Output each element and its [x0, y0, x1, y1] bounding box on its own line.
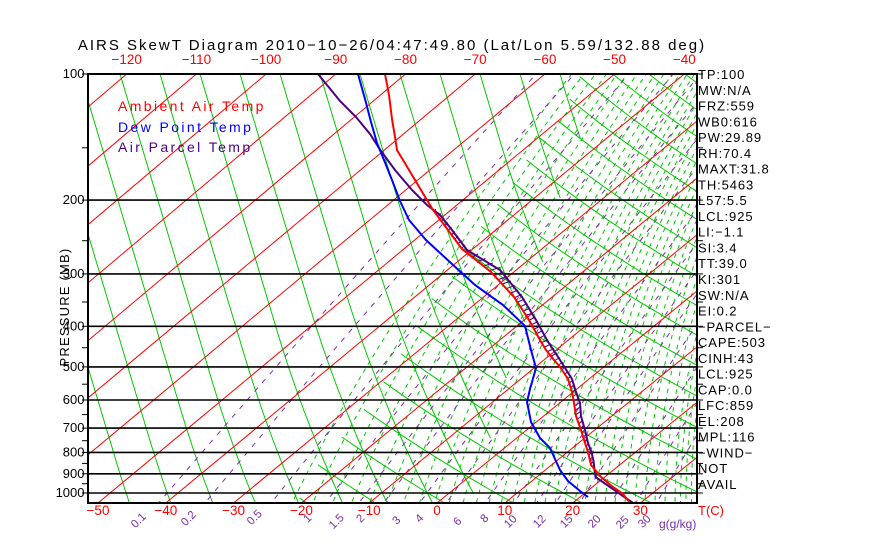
svg-text:400: 400 — [63, 318, 85, 333]
svg-text:TP:100: TP:100 — [698, 67, 745, 82]
svg-text:−PARCEL−: −PARCEL− — [698, 319, 771, 334]
svg-text:EI:0.2: EI:0.2 — [698, 304, 737, 319]
svg-text:CAPE:503: CAPE:503 — [698, 335, 766, 350]
svg-text:−110: −110 — [182, 52, 211, 67]
svg-text:900: 900 — [63, 466, 85, 481]
svg-text:−120: −120 — [111, 52, 141, 67]
svg-text:KI:301: KI:301 — [698, 272, 741, 287]
svg-text:−100: −100 — [251, 52, 281, 67]
svg-text:WB0:616: WB0:616 — [698, 114, 758, 129]
svg-text:PRESSURE (MB): PRESSURE (MB) — [57, 248, 72, 367]
svg-text:LFC:859: LFC:859 — [698, 398, 754, 413]
svg-text:−30: −30 — [222, 503, 245, 518]
svg-text:L57:5.5: L57:5.5 — [698, 193, 748, 208]
svg-text:AVAIL: AVAIL — [698, 477, 737, 492]
svg-text:500: 500 — [63, 359, 85, 374]
svg-text:MPL:116: MPL:116 — [698, 430, 755, 445]
svg-text:MAXT:31.8: MAXT:31.8 — [698, 162, 770, 177]
svg-text:PW:29.89: PW:29.89 — [698, 130, 762, 145]
svg-text:T(C): T(C) — [698, 503, 724, 518]
svg-text:−20: −20 — [290, 503, 313, 518]
svg-text:700: 700 — [63, 420, 85, 435]
svg-text:RH:70.4: RH:70.4 — [698, 146, 752, 161]
svg-text:−40: −40 — [154, 503, 177, 518]
svg-text:300: 300 — [63, 266, 85, 281]
svg-text:g(g/kg): g(g/kg) — [659, 517, 696, 531]
svg-text:−90: −90 — [324, 52, 347, 67]
svg-text:TT:39.0: TT:39.0 — [698, 256, 748, 271]
svg-text:−50: −50 — [87, 503, 110, 518]
svg-text:CINH:43: CINH:43 — [698, 351, 754, 366]
svg-text:SW:N/A: SW:N/A — [698, 288, 749, 303]
svg-text:−50: −50 — [603, 52, 626, 67]
svg-text:EL:208: EL:208 — [698, 414, 745, 429]
svg-text:−60: −60 — [533, 52, 556, 67]
svg-text:100: 100 — [63, 66, 85, 81]
svg-text:−10: −10 — [358, 503, 381, 518]
svg-text:10: 10 — [497, 503, 512, 518]
svg-text:Ambient Air Temp: Ambient Air Temp — [118, 98, 266, 114]
svg-text:CAP:0.0: CAP:0.0 — [698, 382, 753, 397]
svg-text:AIRS SkewT Diagram 2010−10−26/: AIRS SkewT Diagram 2010−10−26/04:47:49.8… — [78, 37, 706, 54]
svg-text:Dew Point Temp: Dew Point Temp — [118, 119, 253, 135]
svg-text:MW:N/A: MW:N/A — [698, 83, 752, 98]
svg-text:200: 200 — [63, 192, 85, 207]
svg-text:LCL:925: LCL:925 — [698, 367, 753, 382]
svg-text:LI:−1.1: LI:−1.1 — [698, 225, 744, 240]
svg-text:Air Parcel Temp: Air Parcel Temp — [118, 139, 253, 155]
svg-text:−70: −70 — [464, 52, 487, 67]
svg-text:FRZ:559: FRZ:559 — [698, 99, 755, 114]
svg-text:600: 600 — [63, 392, 85, 407]
svg-text:1000: 1000 — [56, 485, 85, 500]
svg-text:30: 30 — [633, 503, 648, 518]
svg-text:SI:3.4: SI:3.4 — [698, 241, 737, 256]
svg-text:−80: −80 — [394, 52, 417, 67]
svg-text:800: 800 — [63, 444, 85, 459]
svg-text:−WIND−: −WIND− — [698, 446, 753, 461]
svg-text:0: 0 — [433, 503, 441, 518]
svg-text:TH:5463: TH:5463 — [698, 177, 754, 192]
svg-text:NOT: NOT — [698, 461, 728, 476]
svg-text:−40: −40 — [673, 52, 696, 67]
svg-text:LCL:925: LCL:925 — [698, 209, 753, 224]
svg-text:20: 20 — [565, 503, 580, 518]
